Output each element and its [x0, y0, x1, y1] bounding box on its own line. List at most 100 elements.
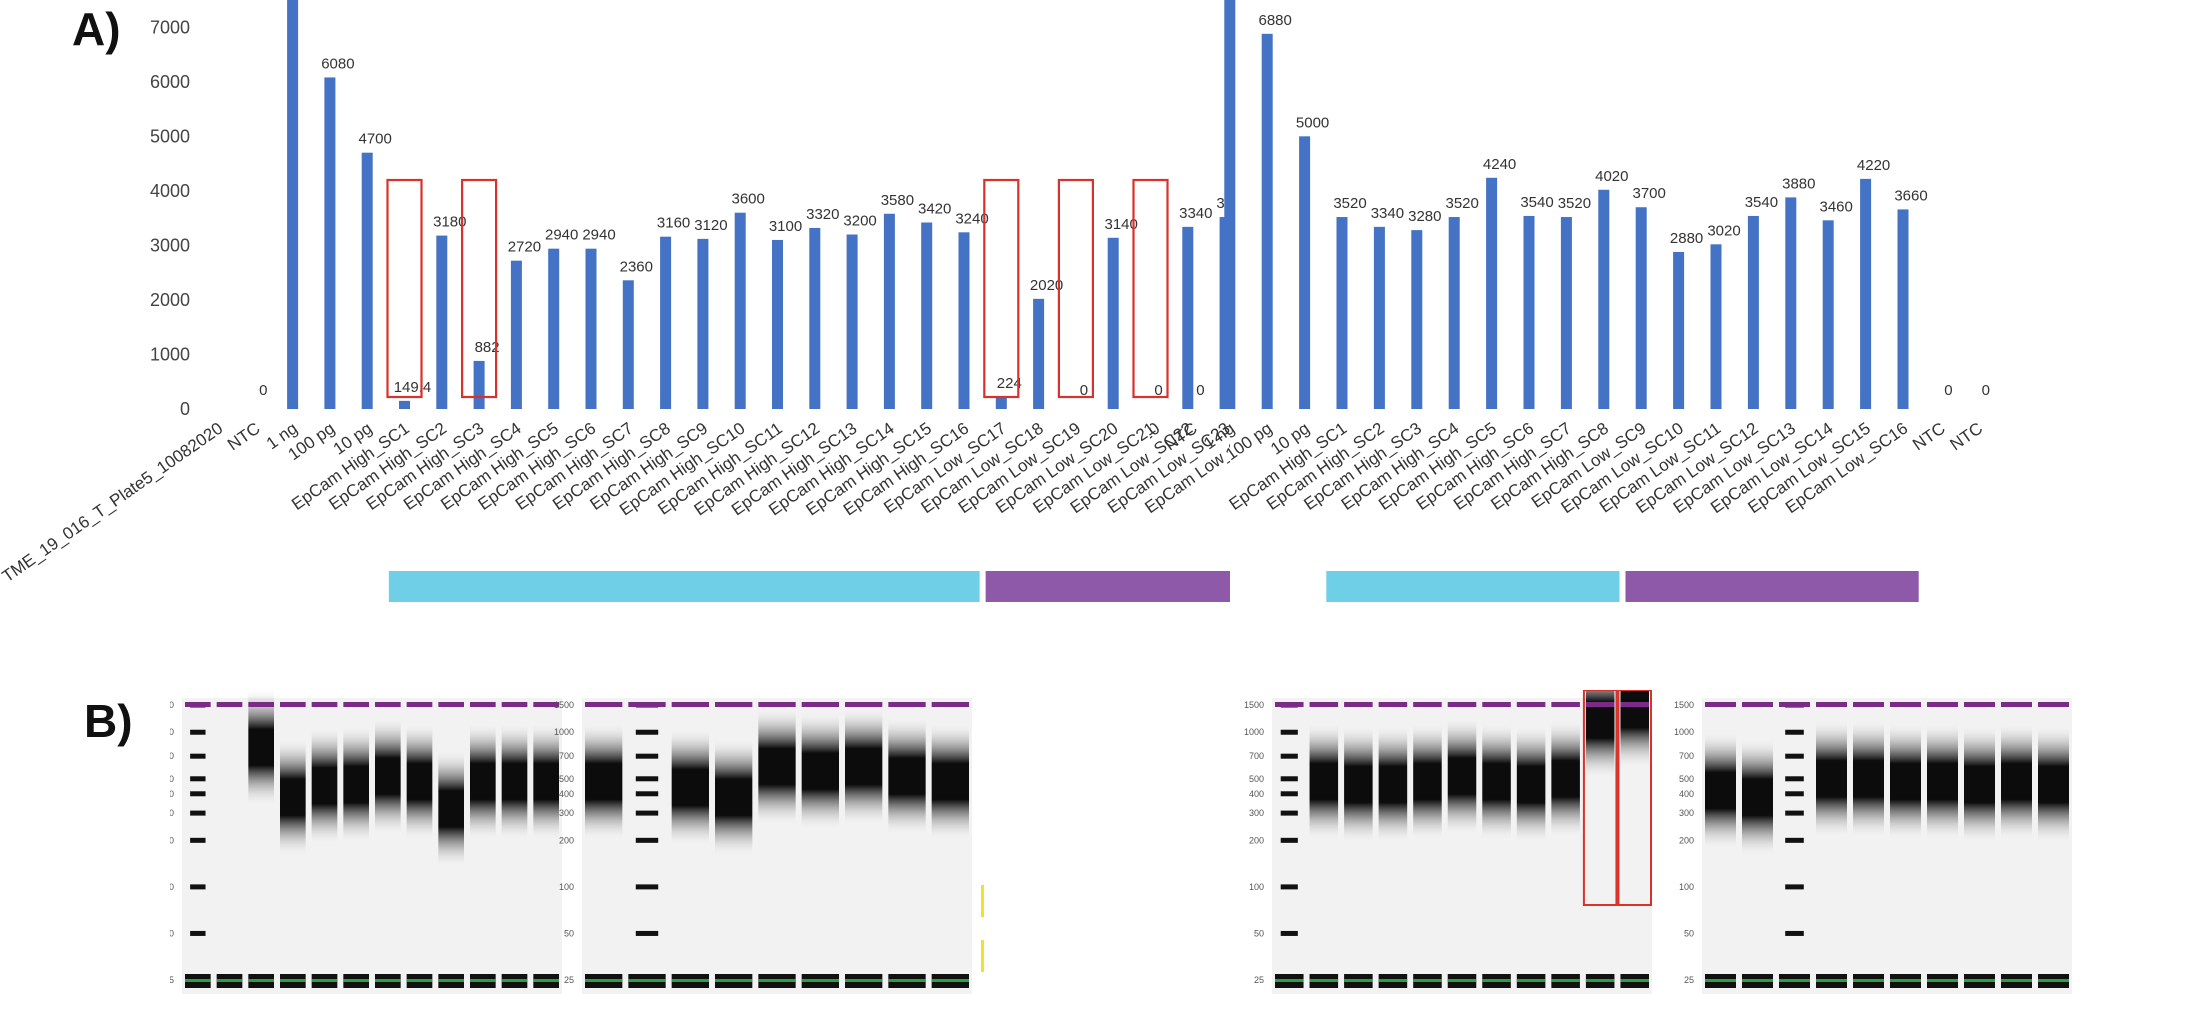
- y-tick-label: 2000: [150, 290, 190, 310]
- bar-epcam-high-sc10: [734, 212, 746, 409]
- upper-marker: [311, 702, 338, 707]
- lower-marker: [1447, 979, 1477, 982]
- sample-smear: [758, 706, 796, 827]
- lower-marker: [758, 979, 796, 982]
- x-tick-label: TME_19_016_T_Plate6_10082020: [1150, 419, 1163, 586]
- ladder-label: 500: [559, 774, 574, 784]
- bar-epcam-high-sc6: [1523, 215, 1535, 409]
- lower-marker: [1344, 979, 1373, 982]
- group-bar: [1625, 571, 1919, 602]
- lower-marker: [1964, 979, 1995, 982]
- sample-smear: [248, 690, 274, 808]
- data-label: 4700: [359, 131, 392, 148]
- lower-marker: [888, 979, 926, 982]
- sample-smear: [311, 725, 338, 846]
- ladder-band: [635, 810, 659, 816]
- upper-marker: [1516, 702, 1546, 707]
- sample-smear: [1516, 724, 1546, 845]
- lower-marker: [845, 979, 883, 982]
- y-tick-label: 7000: [150, 17, 190, 37]
- upper-marker: [533, 702, 559, 707]
- ladder-band: [635, 837, 659, 843]
- data-label: 149.4: [394, 379, 432, 396]
- data-label: 3660: [1894, 187, 1927, 204]
- lower-marker: [533, 979, 559, 982]
- upper-marker: [438, 702, 464, 707]
- sample-smear: [671, 727, 709, 848]
- bar-epcam-high-sc2: [436, 235, 448, 409]
- upper-marker: [1742, 702, 1773, 707]
- bar-epcam-high-sc1: [399, 400, 410, 409]
- data-label: 3120: [694, 217, 727, 234]
- y-tick-label: 3000: [150, 235, 190, 255]
- lower-marker: [585, 979, 623, 982]
- sample-smear: [801, 711, 839, 832]
- x-tick-label: NTC: [1947, 419, 1987, 455]
- group-bar: [388, 571, 980, 602]
- upper-marker: [628, 702, 666, 707]
- lower-marker: [375, 979, 401, 982]
- highlight-box: [461, 178, 498, 399]
- x-tick-label: NTC: [224, 419, 264, 455]
- data-label: 224: [997, 375, 1022, 392]
- ladder-label: 25: [564, 975, 574, 985]
- sample-smear: [845, 706, 883, 827]
- data-label: 2940: [582, 227, 615, 244]
- bar-epcam-high-sc15: [921, 222, 933, 409]
- ladder-band: [190, 729, 206, 735]
- upper-marker: [185, 702, 211, 707]
- data-label: 3420: [918, 200, 951, 217]
- bar-epcam-high-sc11: [772, 239, 783, 409]
- upper-marker: [501, 702, 528, 707]
- ladder-label: 50: [564, 928, 574, 938]
- sample-smear: [1742, 737, 1773, 858]
- data-label: 0: [1080, 382, 1088, 399]
- highlight-box: [983, 178, 1020, 399]
- data-label: 3100: [769, 218, 802, 235]
- ladder-label: 200: [170, 835, 174, 845]
- upper-marker: [1927, 702, 1958, 707]
- ladder-label: 50: [1684, 928, 1694, 938]
- lower-marker: [2038, 979, 2069, 982]
- bar-10-pg: [361, 152, 373, 409]
- ladder-label: 300: [559, 808, 574, 818]
- data-label: 3240: [955, 210, 988, 227]
- sample-smear: [438, 748, 464, 869]
- data-label: 882: [475, 339, 500, 356]
- sample-smear: [1482, 721, 1511, 842]
- sample-smear: [1344, 724, 1373, 845]
- bar-epcam-high-sc5: [1486, 177, 1498, 409]
- y-tick-label: 6000: [150, 72, 190, 92]
- data-label: 6080: [321, 55, 354, 72]
- data-label: 3340: [1179, 205, 1212, 222]
- bar-1-ng: [1224, 0, 1236, 409]
- sample-smear: [1309, 721, 1339, 842]
- ladder-band: [1280, 729, 1298, 735]
- lower-marker: [1551, 979, 1580, 982]
- sample-smear: [931, 721, 969, 842]
- ladder-label: 400: [170, 789, 174, 799]
- sample-smear: [1551, 718, 1580, 839]
- data-label: 3160: [657, 215, 690, 232]
- upper-marker: [1705, 702, 1736, 707]
- ladder-band: [635, 753, 659, 759]
- sample-smear: [2001, 721, 2032, 842]
- upper-marker: [406, 702, 433, 707]
- ladder-label: 50: [1254, 928, 1264, 938]
- lower-marker: [1705, 979, 1736, 982]
- data-label: 3340: [1371, 205, 1404, 222]
- ladder-label: 500: [170, 774, 174, 784]
- sample-smear: [501, 721, 528, 842]
- ladder-band: [190, 753, 206, 759]
- bar-epcam-high-sc6: [585, 248, 597, 409]
- lower-marker: [216, 979, 243, 982]
- ladder-label: 200: [559, 835, 574, 845]
- ladder-label: 400: [1249, 789, 1264, 799]
- lower-marker: [1853, 979, 1884, 982]
- data-label: 3540: [1520, 194, 1553, 211]
- upper-marker: [1620, 702, 1649, 707]
- bar-1-ng: [287, 0, 299, 409]
- gel-highlight-box: [1582, 690, 1618, 906]
- bar-epcam-low-sc11: [1710, 244, 1722, 409]
- ladder-band: [1785, 753, 1804, 759]
